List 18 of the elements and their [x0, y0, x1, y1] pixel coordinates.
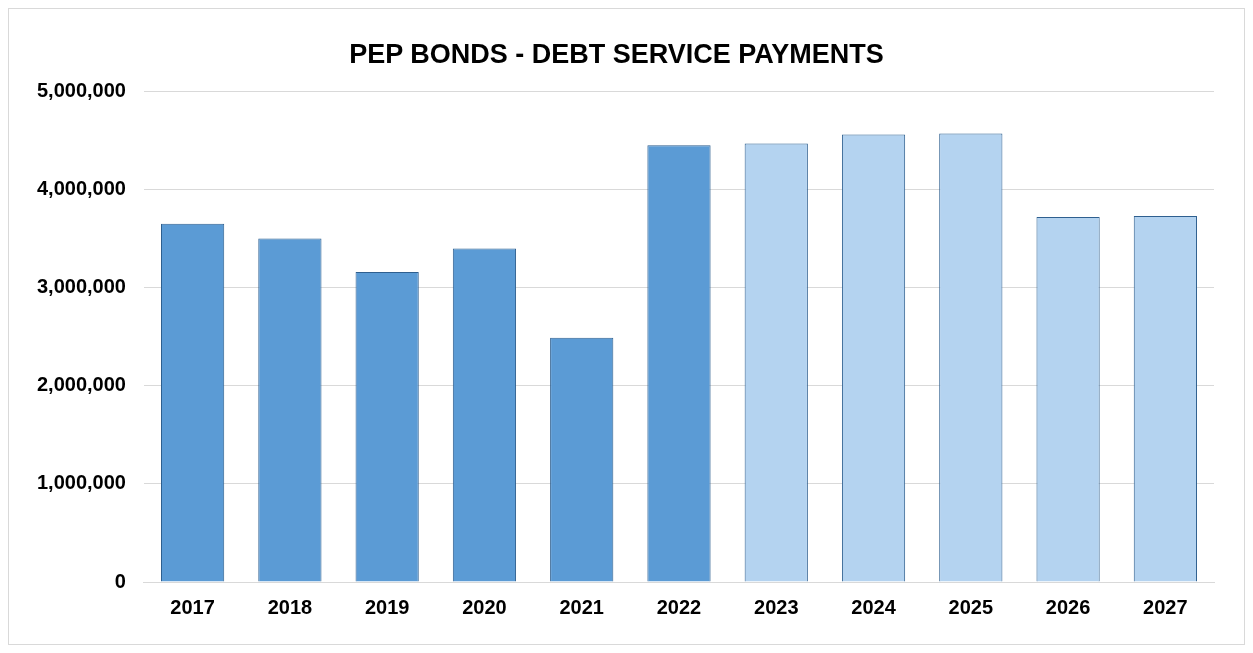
x-tick-label: 2025 — [948, 595, 994, 618]
x-tick-label: 2026 — [1045, 595, 1091, 618]
y-tick-label: 4,000,000 — [36, 177, 126, 200]
y-tick-label: 5,000,000 — [36, 78, 126, 101]
x-tick-label: 2020 — [462, 595, 507, 618]
x-tick-label: 2022 — [656, 595, 702, 618]
x-tick-label: 2018 — [267, 595, 313, 618]
x-tick-label: 2017 — [170, 595, 215, 618]
y-tick-label: 2,000,000 — [36, 373, 126, 396]
x-tick-label: 2021 — [559, 595, 604, 618]
x-tick-label: 2023 — [754, 595, 799, 618]
x-tick-label: 2024 — [851, 595, 897, 618]
y-tick-label: 0 — [114, 569, 126, 592]
x-tick-label: 2019 — [364, 595, 410, 618]
y-tick-label: 3,000,000 — [36, 275, 126, 298]
y-tick-label: 1,000,000 — [36, 471, 126, 494]
chart-title: PEP BONDS - DEBT SERVICE PAYMENTS — [349, 38, 884, 69]
x-tick-label: 2027 — [1143, 595, 1188, 618]
